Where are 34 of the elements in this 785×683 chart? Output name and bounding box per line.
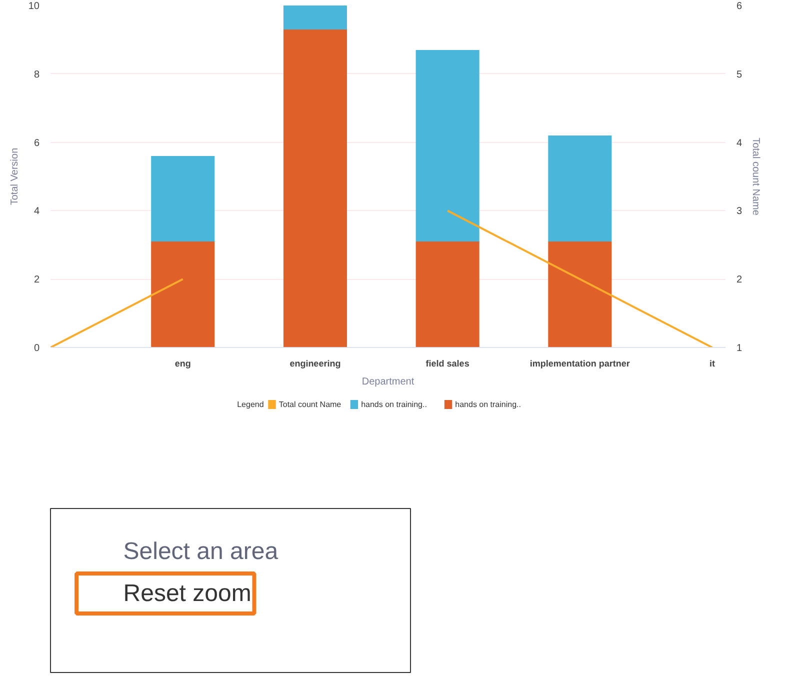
x-axis-title: Department (362, 376, 414, 388)
legend-label: Total count Name (278, 400, 342, 409)
bar (151, 241, 215, 348)
x-tick-label: engineering (290, 358, 341, 368)
legend-label: hands on training.. (361, 400, 427, 409)
bar (416, 50, 480, 242)
y-tick-label: 8 (34, 69, 40, 80)
y2-tick-label: 2 (736, 274, 742, 286)
bar (416, 241, 480, 348)
legend-title: Legend (237, 400, 264, 409)
y-tick-label: 4 (34, 206, 40, 218)
text: Reset zoom (123, 580, 252, 607)
x-tick-label: implementation partner (530, 358, 630, 368)
text: Select an area (123, 538, 279, 565)
x-tick-label: field sales (426, 358, 470, 368)
y-tick-label: 10 (28, 1, 40, 12)
legend-label: hands on training.. (455, 400, 521, 409)
y2-axis-title: Total count Name (750, 138, 762, 216)
x-tick-label: it (710, 358, 716, 368)
bar (283, 6, 347, 30)
bar (548, 241, 612, 348)
bar (151, 156, 215, 242)
y2-tick-label: 6 (736, 1, 742, 12)
bar (283, 29, 347, 348)
y2-tick-label: 1 (736, 343, 742, 354)
x-tick-label: eng (174, 358, 191, 368)
y-tick-label: 0 (34, 343, 40, 354)
bar (548, 135, 612, 242)
y2-tick-label: 5 (736, 69, 742, 80)
y-tick-label: 6 (34, 138, 40, 149)
y2-tick-label: 3 (736, 206, 742, 218)
y-axis-title: Total Version (9, 148, 20, 206)
y2-tick-label: 4 (736, 138, 742, 149)
y-tick-label: 2 (34, 274, 40, 286)
